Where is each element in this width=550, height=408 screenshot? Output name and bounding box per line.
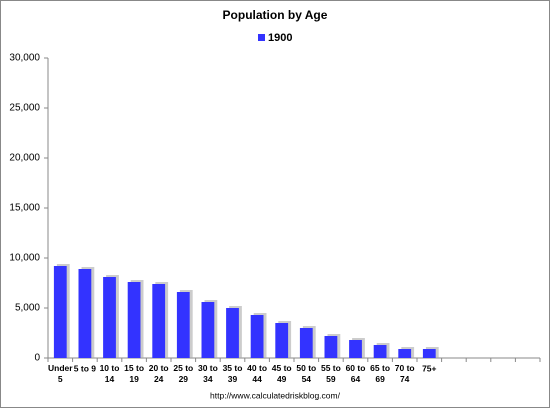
bar: [299, 328, 313, 358]
x-tick-label: 35 to 39: [223, 363, 243, 384]
bar: [78, 269, 92, 358]
y-tick-label: 25,000: [9, 103, 40, 114]
x-tick-label: 20 to 24: [149, 363, 169, 384]
y-tick-label: 10,000: [9, 253, 40, 264]
x-tick-label: 70 to 74: [395, 363, 415, 384]
x-tick-label: 10 to 14: [100, 363, 120, 384]
legend-swatch: [258, 34, 265, 41]
x-tick-label: 25 to 29: [173, 363, 193, 384]
bar: [250, 315, 264, 358]
bar: [176, 292, 190, 358]
bar: [324, 336, 338, 358]
bar: [226, 308, 239, 358]
bar: [422, 349, 436, 358]
source: http://www.calculatedriskblog.com/: [210, 390, 341, 400]
bar: [201, 302, 215, 358]
x-tick-label: 50 to 54: [296, 363, 316, 384]
x-tick-label: Under 5: [48, 363, 73, 384]
bar: [398, 349, 412, 358]
bar: [53, 266, 67, 358]
x-tick-label: 40 to 44: [247, 363, 267, 384]
x-tick-label: 5 to 9: [74, 363, 96, 373]
chart-title: Population by Age: [223, 8, 328, 22]
x-tick-label: 30 to 34: [198, 363, 218, 384]
y-tick-label: 5,000: [15, 303, 40, 314]
bar: [275, 323, 289, 358]
y-tick-label: 15,000: [9, 203, 40, 214]
bar: [103, 277, 116, 358]
x-tick-label: 75+: [422, 363, 436, 373]
legend-label: 1900: [268, 32, 292, 44]
x-tick-label: 55 to 59: [321, 363, 341, 384]
y-tick-label: 20,000: [9, 153, 40, 164]
y-tick-label: 30,000: [9, 53, 40, 64]
bar: [373, 345, 387, 358]
x-tick-label: 65 to 69: [370, 363, 390, 384]
bar: [349, 340, 362, 358]
x-tick-label: 15 to 19: [124, 363, 144, 384]
x-tick-label: 60 to 64: [346, 363, 366, 384]
bar: [127, 282, 141, 358]
bar: [152, 284, 166, 358]
y-tick-label: 0: [34, 353, 40, 364]
x-tick-label: 45 to 49: [272, 363, 292, 384]
